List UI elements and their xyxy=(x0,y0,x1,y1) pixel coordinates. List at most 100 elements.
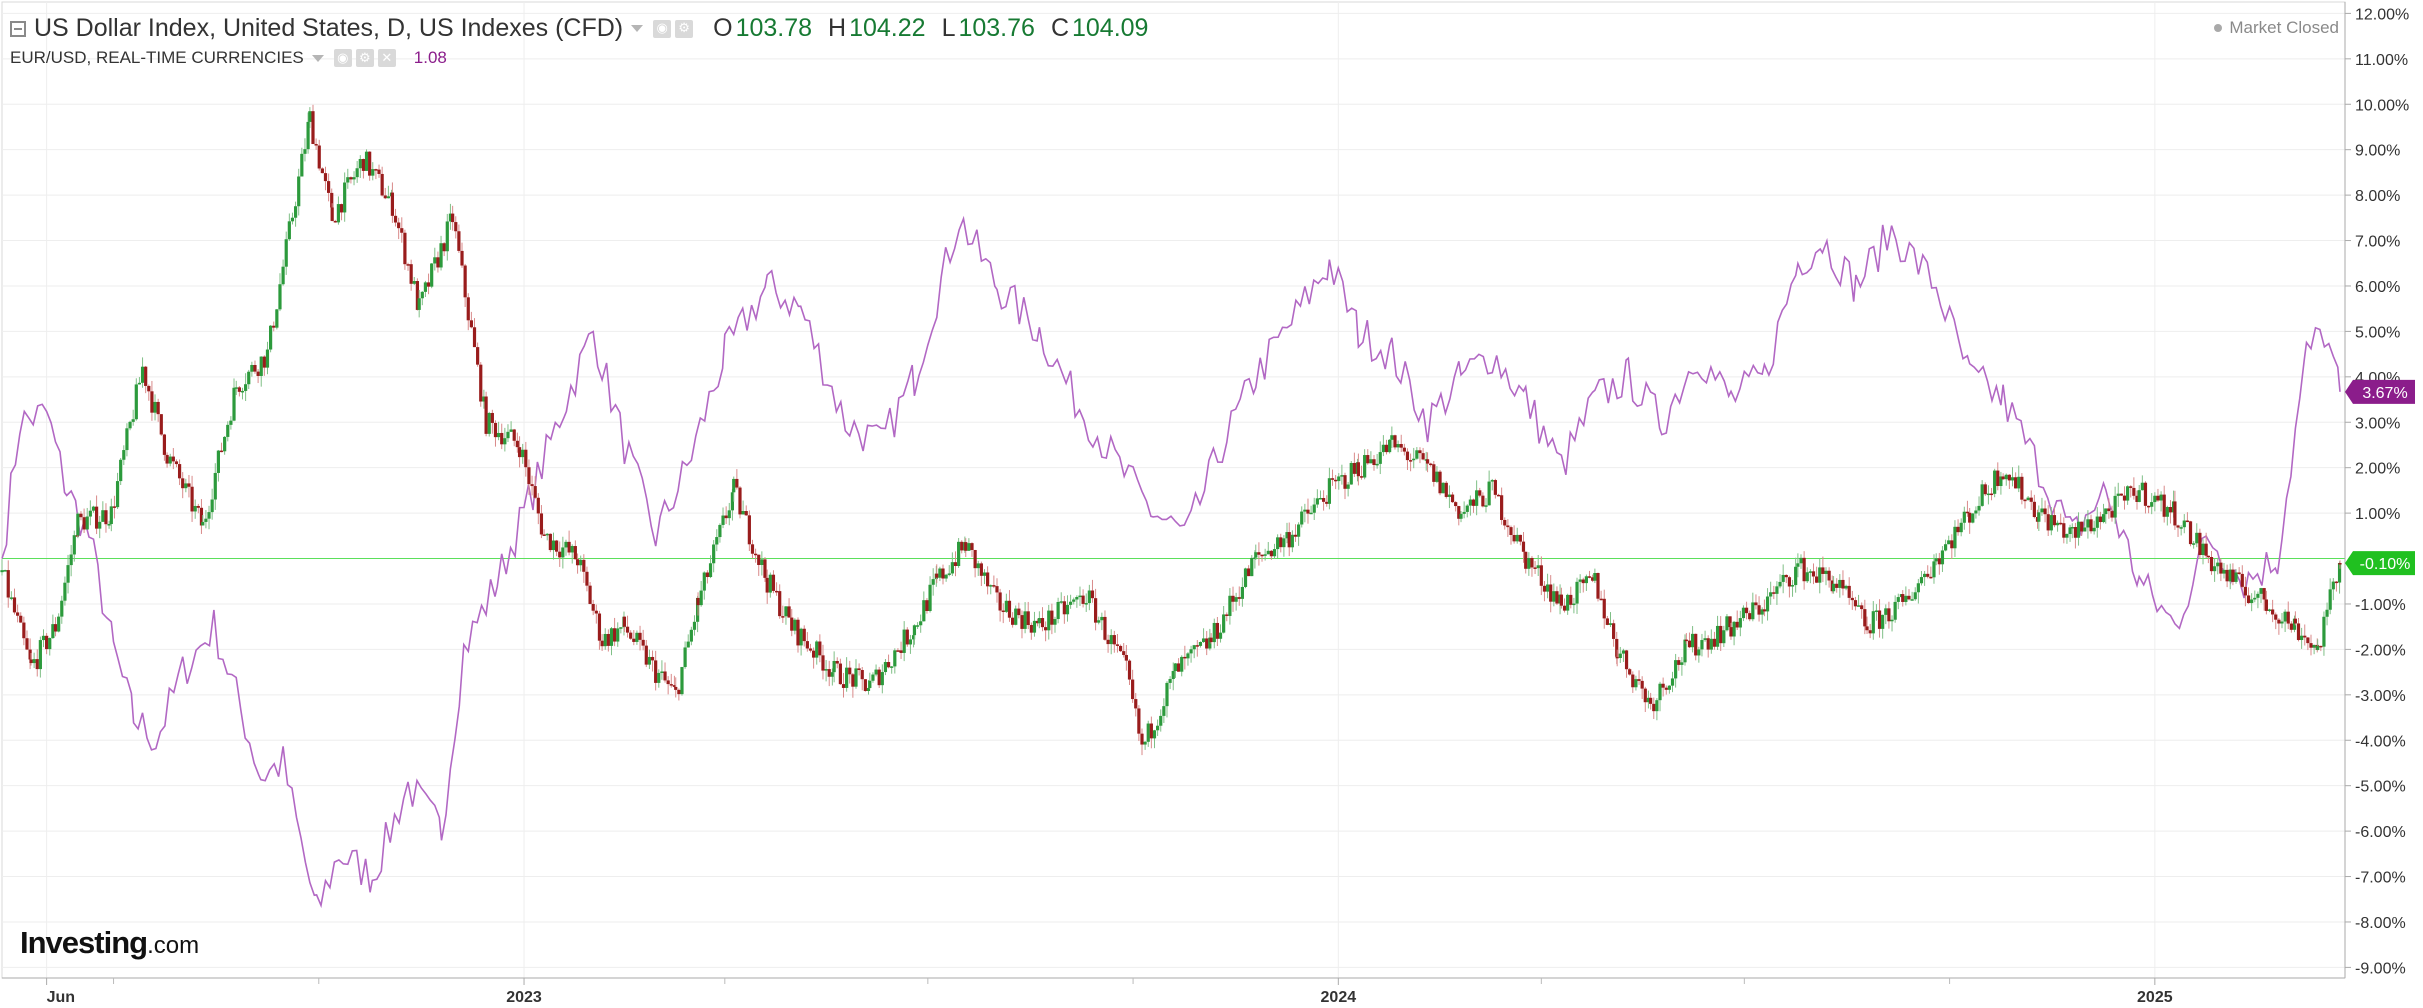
candle-body xyxy=(696,597,700,606)
candle-body xyxy=(805,641,809,649)
candle-body xyxy=(1587,576,1592,578)
market-status-text: Market Closed xyxy=(2229,18,2339,37)
candle-body xyxy=(109,506,113,525)
chevron-down-icon[interactable] xyxy=(311,54,324,62)
candle-body xyxy=(1521,541,1526,552)
candle-body xyxy=(1715,625,1720,647)
candle-body xyxy=(420,291,424,299)
candle-body xyxy=(320,168,324,174)
candle-body xyxy=(1032,620,1037,633)
candle-body xyxy=(1805,572,1809,582)
candle-body xyxy=(600,640,604,647)
candle-body xyxy=(533,486,537,498)
candle-body xyxy=(724,515,728,519)
gear-icon[interactable]: ⚙ xyxy=(675,19,694,38)
candle-body xyxy=(1425,459,1430,464)
candle-body xyxy=(1112,635,1116,645)
candle-body xyxy=(28,649,32,660)
candle-body xyxy=(181,478,185,489)
candle-body xyxy=(297,176,301,207)
candle-body xyxy=(521,449,525,458)
candle-body xyxy=(1171,671,1175,680)
gridlines xyxy=(1,1,2346,979)
candle-body xyxy=(237,387,241,392)
candle-body xyxy=(1818,567,1822,583)
candle-body xyxy=(1643,688,1647,703)
candle-body xyxy=(1683,639,1687,663)
candle-body xyxy=(1490,480,1494,482)
candle-body xyxy=(641,639,645,646)
candle-body xyxy=(715,537,719,545)
y-tick-label: 12.00% xyxy=(2355,6,2409,23)
candle-body xyxy=(1234,597,1238,602)
eye-icon[interactable]: ◉ xyxy=(333,49,352,67)
candle-body xyxy=(2234,572,2238,582)
candle-body xyxy=(1871,611,1875,634)
candle-body xyxy=(750,544,755,554)
candle-body xyxy=(1444,482,1448,497)
candle-body xyxy=(774,590,779,593)
candle-body xyxy=(708,563,713,578)
candle-body xyxy=(915,625,920,627)
candle-body xyxy=(832,660,836,673)
candle-body xyxy=(1293,534,1298,537)
candle-body xyxy=(336,204,341,223)
candle-body xyxy=(663,671,667,681)
gear-icon[interactable]: ⚙ xyxy=(355,49,374,67)
candle-body xyxy=(845,667,849,688)
candle-body xyxy=(1402,447,1406,452)
candle-body xyxy=(1087,590,1091,604)
candle-body xyxy=(1100,616,1104,621)
candle-body xyxy=(1562,605,1567,611)
candle-body xyxy=(919,621,923,626)
candle-body xyxy=(1321,497,1326,502)
candle-body xyxy=(2073,527,2078,538)
candle-body xyxy=(349,177,353,180)
candle-body xyxy=(1591,577,1595,581)
candle-body xyxy=(1390,435,1394,440)
candle-body xyxy=(250,364,254,372)
candle-body xyxy=(1709,638,1713,650)
compare-value: 1.08 xyxy=(413,48,447,67)
candle-body xyxy=(1454,502,1458,507)
candle-body xyxy=(1484,505,1488,507)
candle-body xyxy=(1372,459,1376,465)
eye-icon[interactable]: ◉ xyxy=(653,19,672,38)
candle-body xyxy=(912,625,917,636)
candle-body xyxy=(1687,640,1692,648)
candle-body xyxy=(1953,526,1957,549)
chevron-down-icon[interactable] xyxy=(631,25,644,32)
candle-body xyxy=(1215,622,1220,639)
candle-body xyxy=(303,149,307,154)
candle-body xyxy=(1493,480,1497,495)
candle-body xyxy=(524,449,528,468)
candle-body xyxy=(1790,585,1795,587)
candle-body xyxy=(300,153,304,177)
candle-body xyxy=(1549,584,1553,602)
candle-body xyxy=(1624,650,1629,670)
collapse-icon[interactable] xyxy=(10,20,26,37)
candle-body xyxy=(1545,584,1550,592)
candle-body xyxy=(841,684,846,688)
candle-body xyxy=(445,221,449,252)
candle-body xyxy=(925,600,929,611)
candle-body xyxy=(1754,602,1758,606)
candle-body xyxy=(1575,581,1579,604)
candle-body xyxy=(1253,557,1257,560)
candle-body xyxy=(69,554,73,566)
candle-body xyxy=(2076,521,2081,538)
candle-body xyxy=(159,414,163,435)
candle-body xyxy=(1081,595,1085,604)
candle-body xyxy=(1893,601,1897,620)
candle-body xyxy=(530,484,534,487)
candle-body xyxy=(657,672,661,683)
candle-body xyxy=(1794,566,1798,586)
candle-body xyxy=(72,535,76,555)
candle-body xyxy=(1694,633,1698,656)
candle-body xyxy=(2065,533,2069,538)
candle-body xyxy=(1732,621,1736,637)
candle-body xyxy=(922,600,926,622)
close-icon[interactable]: ✕ xyxy=(377,49,396,67)
candle-body xyxy=(1860,605,1864,610)
